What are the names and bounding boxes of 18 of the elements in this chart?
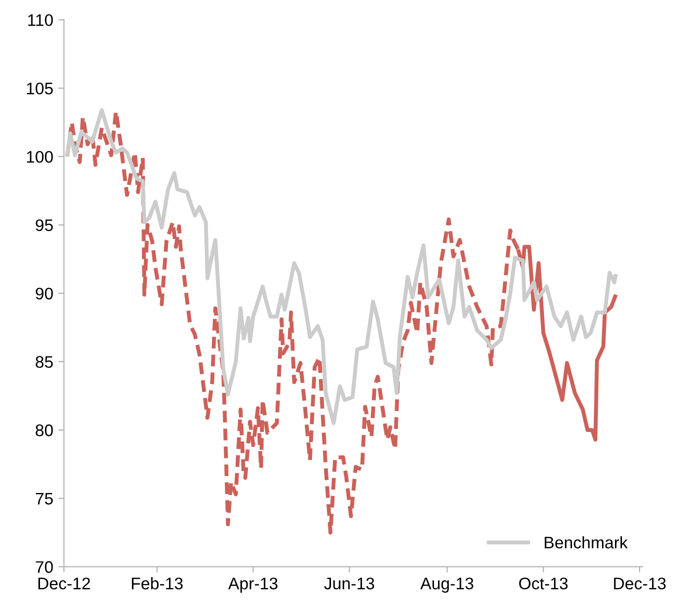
x-tick-label: Dec-13 xyxy=(614,578,666,590)
legend-label: Benchmark xyxy=(544,536,628,548)
x-tick-label: Oct-13 xyxy=(519,578,568,590)
y-tick-label: 85 xyxy=(36,356,53,368)
y-tick-label: 100 xyxy=(26,150,53,163)
y-tick-label: 95 xyxy=(36,219,53,232)
x-tick-label: Jun-13 xyxy=(324,578,374,590)
x-tick-label: Aug-13 xyxy=(420,578,474,593)
x-tick-label: Apr-13 xyxy=(228,578,278,593)
y-tick-label: 70 xyxy=(36,561,53,573)
line-series xyxy=(65,108,618,426)
x-tick-label: Dec-12 xyxy=(38,578,90,590)
y-tick-label: 75 xyxy=(36,492,53,505)
x-tick-label: Feb-13 xyxy=(132,577,183,590)
y-tick-label: 105 xyxy=(26,82,53,94)
y-tick-label: 90 xyxy=(36,288,53,300)
y-tick-label: 80 xyxy=(36,424,53,436)
y-tick-label: 110 xyxy=(28,14,53,26)
